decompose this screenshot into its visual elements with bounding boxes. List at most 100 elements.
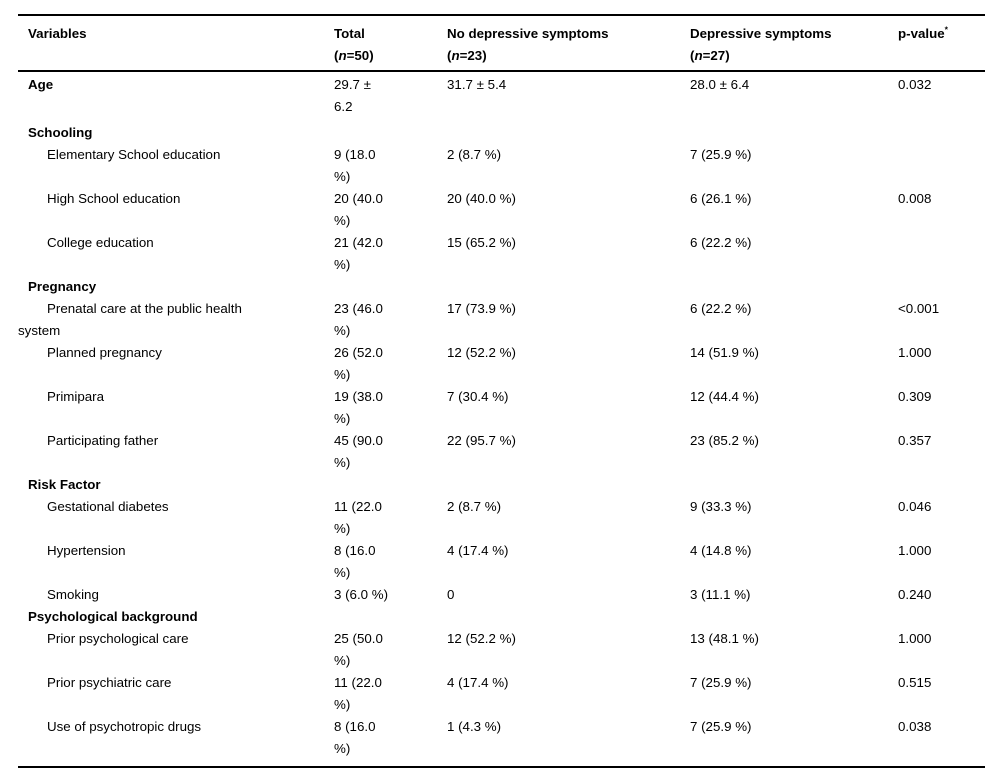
row-no-depressive-cell: 12 (52.2 %): [447, 342, 690, 386]
row-total-cell: [334, 276, 447, 298]
row-total-cell: 8 (16.0 %): [334, 716, 447, 767]
table-row: Hypertension 8 (16.0 %) 4 (17.4 %) 4 (14…: [18, 540, 985, 584]
row-depressive-cell: [690, 276, 898, 298]
row-total-cell: [334, 606, 447, 628]
table-row: Prenatal care at the public health syste…: [18, 298, 985, 342]
row-p-value-cell: 0.357: [898, 430, 985, 474]
row-p-value-cell: [898, 144, 985, 188]
row-depressive-cell: 14 (51.9 %): [690, 342, 898, 386]
row-no-depressive-value: 0: [447, 587, 455, 602]
row-p-value-cell: 0.240: [898, 584, 985, 606]
header-row: Variables Total (n=50) No depressive sym…: [18, 15, 985, 72]
row-p-value: 0.357: [898, 433, 932, 448]
depressive-header-title: Depressive symptoms: [690, 26, 832, 41]
table-body: Age 29.7 ± 6.2 31.7 ± 5.4 28.0 ± 6.4 0.0…: [18, 71, 985, 767]
row-p-value: 0.240: [898, 587, 932, 602]
row-no-depressive-cell: [447, 606, 690, 628]
row-depressive-value: 3 (11.1 %): [690, 587, 751, 602]
row-variable-label: Pregnancy: [28, 279, 97, 294]
row-variable-cell: Hypertension: [18, 540, 334, 584]
column-header-depressive: Depressive symptoms (n=27): [690, 15, 898, 72]
row-depressive-cell: 12 (44.4 %): [690, 386, 898, 430]
row-variable-label: Hypertension: [47, 543, 126, 558]
row-no-depressive-value: 4 (17.4 %): [447, 675, 509, 690]
row-p-value: 0.515: [898, 675, 932, 690]
row-total-value: 23 (46.0 %): [334, 301, 383, 338]
row-p-value: 1.000: [898, 631, 932, 646]
row-p-value-cell: [898, 276, 985, 298]
comparison-table: Variables Total (n=50) No depressive sym…: [18, 14, 985, 768]
row-no-depressive-cell: 12 (52.2 %): [447, 628, 690, 672]
row-variable-cell: Gestational diabetes: [18, 496, 334, 540]
row-p-value-cell: [898, 606, 985, 628]
row-variable-cell: Elementary School education: [18, 144, 334, 188]
row-no-depressive-value: 15 (65.2 %): [447, 235, 516, 250]
row-depressive-value: 6 (22.2 %): [690, 235, 752, 250]
row-variable-label: High School education: [47, 191, 181, 206]
row-variable-cell: Primipara: [18, 386, 334, 430]
row-variable-cell: High School education: [18, 188, 334, 232]
row-no-depressive-value: 12 (52.2 %): [447, 345, 516, 360]
row-depressive-value: 7 (25.9 %): [690, 675, 752, 690]
row-variable-label: Gestational diabetes: [47, 499, 169, 514]
row-depressive-cell: 7 (25.9 %): [690, 672, 898, 716]
row-depressive-value: 7 (25.9 %): [690, 719, 752, 734]
row-no-depressive-cell: 22 (95.7 %): [447, 430, 690, 474]
row-total-cell: 25 (50.0 %): [334, 628, 447, 672]
row-p-value: 0.046: [898, 499, 932, 514]
p-value-header-title: p-value*: [898, 24, 949, 41]
row-no-depressive-cell: 2 (8.7 %): [447, 496, 690, 540]
row-variable-label: Psychological background: [28, 609, 198, 624]
row-p-value-cell: 0.046: [898, 496, 985, 540]
row-variable-label: Risk Factor: [28, 477, 101, 492]
row-depressive-value: 9 (33.3 %): [690, 499, 752, 514]
row-variable-cell: Smoking: [18, 584, 334, 606]
row-depressive-value: 7 (25.9 %): [690, 147, 752, 162]
row-no-depressive-value: 17 (73.9 %): [447, 301, 516, 316]
row-total-cell: 29.7 ± 6.2: [334, 71, 447, 122]
table-row: Gestational diabetes 11 (22.0 %) 2 (8.7 …: [18, 496, 985, 540]
table-row: Smoking 3 (6.0 %) 0 3 (11.1 %) 0.240: [18, 584, 985, 606]
row-p-value: 0.032: [898, 77, 932, 92]
column-header-p-value: p-value*: [898, 15, 985, 72]
row-no-depressive-cell: 1 (4.3 %): [447, 716, 690, 767]
row-p-value-cell: 1.000: [898, 342, 985, 386]
row-total-value: 19 (38.0 %): [334, 389, 383, 426]
table-row: Prior psychological care 25 (50.0 %) 12 …: [18, 628, 985, 672]
row-variable-cell: Age: [18, 71, 334, 122]
table-row: Schooling: [18, 122, 985, 144]
row-depressive-value: 6 (26.1 %): [690, 191, 752, 206]
row-depressive-cell: 3 (11.1 %): [690, 584, 898, 606]
row-p-value-cell: 0.515: [898, 672, 985, 716]
row-p-value-cell: 0.032: [898, 71, 985, 122]
row-variable-cell: Schooling: [18, 122, 334, 144]
row-total-cell: 3 (6.0 %): [334, 584, 447, 606]
row-p-value: 0.038: [898, 719, 932, 734]
row-total-value: 8 (16.0 %): [334, 543, 376, 580]
variables-header-label: Variables: [28, 26, 87, 41]
no-depressive-header-title: No depressive symptoms: [447, 26, 609, 41]
row-depressive-value: 12 (44.4 %): [690, 389, 759, 404]
row-p-value-cell: 1.000: [898, 540, 985, 584]
row-variable-cell: Psychological background: [18, 606, 334, 628]
row-no-depressive-cell: [447, 122, 690, 144]
no-depressive-header-n: (n=23): [447, 48, 487, 63]
row-no-depressive-cell: 4 (17.4 %): [447, 672, 690, 716]
column-header-variables: Variables: [18, 15, 334, 72]
row-depressive-cell: 6 (26.1 %): [690, 188, 898, 232]
row-p-value-cell: [898, 232, 985, 276]
row-depressive-cell: [690, 606, 898, 628]
row-no-depressive-cell: [447, 276, 690, 298]
row-p-value: 1.000: [898, 543, 932, 558]
row-total-cell: 11 (22.0 %): [334, 672, 447, 716]
row-no-depressive-value: 1 (4.3 %): [447, 719, 502, 734]
row-depressive-cell: 13 (48.1 %): [690, 628, 898, 672]
row-p-value-cell: 1.000: [898, 628, 985, 672]
row-no-depressive-value: 22 (95.7 %): [447, 433, 516, 448]
row-depressive-cell: [690, 474, 898, 496]
row-total-value: 3 (6.0 %): [334, 587, 389, 602]
row-depressive-cell: 9 (33.3 %): [690, 496, 898, 540]
row-depressive-value: 6 (22.2 %): [690, 301, 752, 316]
row-total-value: 21 (42.0 %): [334, 235, 383, 272]
